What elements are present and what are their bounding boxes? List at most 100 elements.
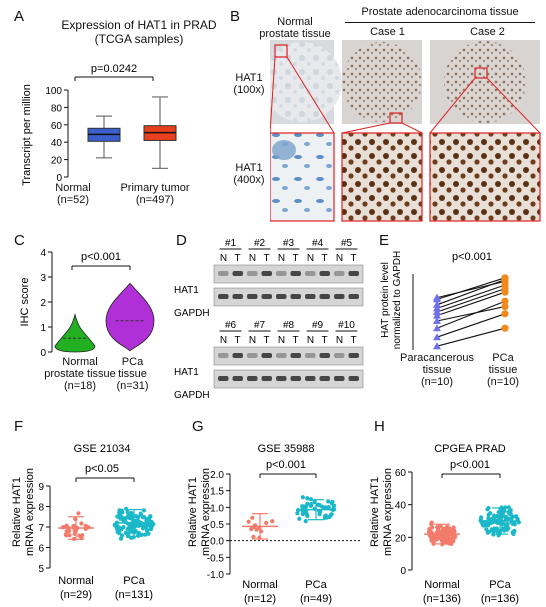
panel-b-row1: HAT1 (100x) xyxy=(229,72,269,96)
panel-h-ylabel2: mRNA expression xyxy=(382,468,394,556)
blot-case-label: #8 xyxy=(283,320,295,331)
panel-b-micrographs xyxy=(270,40,541,222)
data-point xyxy=(320,504,325,509)
data-point xyxy=(79,521,84,526)
panel-e-group2: PCa tissue (n=10) xyxy=(478,352,528,388)
panel-a-tick-label: 80 xyxy=(51,103,63,114)
panel-e-group2-line1: PCa xyxy=(492,352,514,364)
data-point xyxy=(451,536,456,542)
panel-a-tick-label: 60 xyxy=(51,121,63,132)
g-plot-tick-label: 1.0 xyxy=(210,503,224,514)
blot-band-gapdh xyxy=(305,294,316,299)
panel-h-group2-n: (n=136) xyxy=(481,593,519,605)
data-point xyxy=(431,541,436,546)
data-point xyxy=(485,530,490,535)
data-point xyxy=(250,515,255,520)
blot-band-gapdh xyxy=(276,376,287,381)
data-point xyxy=(73,517,78,522)
panel-c-tick-label: 0 xyxy=(40,348,46,359)
blot-band-hat1 xyxy=(305,353,316,358)
pair-point-pca xyxy=(501,277,509,285)
panel-f-group1-name: Normal xyxy=(58,575,93,587)
data-point xyxy=(115,514,120,519)
blot-case-label: #4 xyxy=(312,238,324,249)
pair-point-paracancerous xyxy=(433,333,441,341)
panel-b-col-normal-line1: Normal xyxy=(277,16,313,28)
data-point xyxy=(125,527,130,532)
g-plot-tick-label: 2.0 xyxy=(210,470,224,481)
data-point xyxy=(121,517,126,522)
blot-bottom-gapdh-label: GAPDH xyxy=(174,390,210,401)
blot-band-hat1 xyxy=(348,353,359,358)
data-point xyxy=(330,499,335,505)
panel-a-group2: Primary tumor (n=497) xyxy=(105,182,205,206)
panel-c-label: C xyxy=(14,232,25,249)
data-point xyxy=(316,502,321,507)
panel-f-group2-n: (n=131) xyxy=(115,589,153,601)
panel-e-group2-line2: tissue xyxy=(488,364,518,376)
panel-f-group2-name: PCa xyxy=(123,575,145,587)
blot-lane-n: N xyxy=(278,253,285,264)
pair-line xyxy=(436,327,506,347)
data-point xyxy=(499,512,504,517)
panel-f-ylabel1: Relative HAT1 xyxy=(11,477,23,547)
panel-f-ylabel2: mRNA expression xyxy=(24,468,36,556)
blot-hat1-membrane xyxy=(213,264,364,284)
pair-line xyxy=(436,277,506,300)
data-point xyxy=(297,516,302,521)
blot-case-label: #1 xyxy=(225,238,237,249)
pair-point-pca xyxy=(501,310,509,318)
panel-g-group2-name: PCa xyxy=(305,579,327,591)
pair-point-paracancerous xyxy=(433,311,441,319)
g-plot-tick-label: 1.5 xyxy=(210,487,224,498)
blot-top-gapdh-label: GAPDH xyxy=(174,308,210,319)
data-point xyxy=(492,526,497,531)
data-point xyxy=(506,526,511,531)
panel-e-pvalue: p<0.001 xyxy=(452,251,492,263)
blot-case-label: #9 xyxy=(312,320,324,331)
data-point xyxy=(270,519,275,524)
tissue-core-case1 xyxy=(342,42,422,122)
panel-d-blots: #1N T#2N T#3N T#4N T#5N T #6N T#7N T#8N T#9N T#10… xyxy=(174,238,364,401)
panel-a-group1: Normal (n=52) xyxy=(38,182,108,206)
data-point xyxy=(494,514,500,519)
blot-band-hat1 xyxy=(232,353,243,358)
panel-c-group1: Normal prostate tissue (n=18) xyxy=(40,356,120,392)
data-point xyxy=(510,521,515,526)
data-point xyxy=(264,520,269,526)
panel-a-tick-label: 0 xyxy=(56,173,62,184)
f-plot-tick-label: 9 xyxy=(38,482,44,493)
data-point xyxy=(140,523,145,528)
panel-c-group2-line2: tissue xyxy=(118,368,147,380)
blot-lane-t: T xyxy=(263,253,269,264)
data-point xyxy=(129,529,134,534)
data-point xyxy=(295,511,300,516)
panel-g-label: G xyxy=(192,418,204,435)
pair-line xyxy=(436,313,506,338)
panel-c-chart: IHC score 0 1 2 3 4 p<0.001 xyxy=(19,248,155,359)
panel-e-group2-n: (n=10) xyxy=(486,376,520,388)
panel-c-tick-label: 4 xyxy=(40,248,46,259)
panel-b-case2: Case 2 xyxy=(470,26,505,38)
data-point xyxy=(445,524,450,530)
panel-h-label: H xyxy=(374,418,385,435)
data-point xyxy=(479,515,484,520)
data-point xyxy=(444,539,449,545)
blot-band-gapdh xyxy=(290,376,301,381)
data-point xyxy=(149,524,154,529)
pair-line xyxy=(436,280,506,299)
panel-c-group1-line2: prostate tissue xyxy=(44,368,116,380)
data-point xyxy=(120,510,125,515)
data-point xyxy=(488,511,493,516)
blot-band-gapdh xyxy=(261,376,272,381)
panel-h-chart: CPGEA PRAD p<0.001 Relative HAT1 mRNA ex… xyxy=(369,443,521,605)
h-plot-tick-label: 60 xyxy=(395,468,407,479)
blot-band-gapdh xyxy=(261,294,272,299)
data-point xyxy=(500,526,505,531)
data-point xyxy=(504,514,509,520)
violin-0 xyxy=(54,312,96,353)
micrograph-case2-400x xyxy=(429,132,541,222)
blot-band-gapdh xyxy=(290,294,301,299)
panel-f-title: GSE 21034 xyxy=(74,443,131,455)
blot-band-gapdh xyxy=(319,294,330,299)
